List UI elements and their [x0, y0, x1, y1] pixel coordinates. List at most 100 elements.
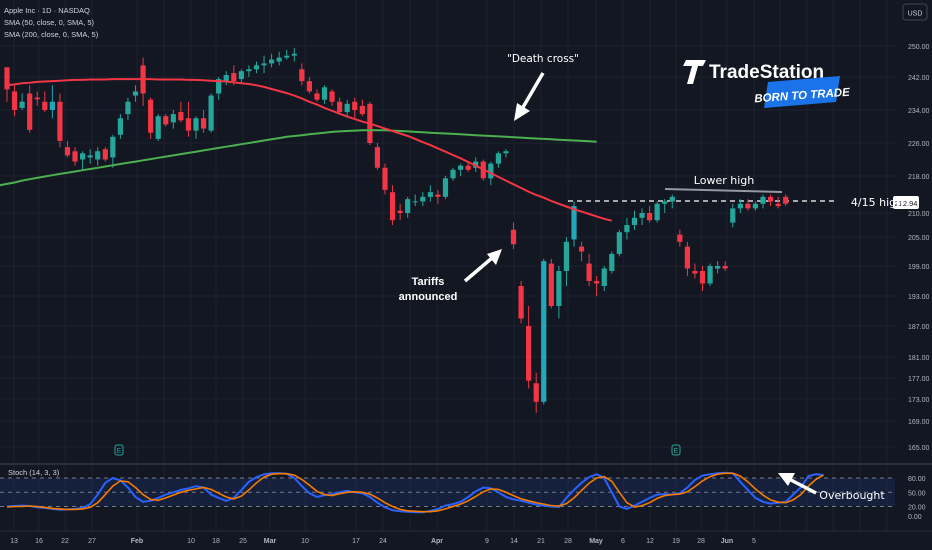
candle-body	[42, 101, 48, 110]
candle-body	[465, 165, 471, 170]
candle-body	[344, 103, 350, 113]
time-axis: 13 16 22 27 Feb 10 18 25 Mar 10 17 24 Apr 9 14 21 28 May 6…	[0, 530, 932, 545]
time-tick-label: 21	[537, 538, 545, 545]
overbought-arrow-icon	[778, 473, 817, 495]
candle	[435, 189, 441, 204]
price-tick-label: 165.00	[908, 445, 930, 452]
candle	[246, 65, 252, 77]
candle-body	[631, 217, 638, 225]
stoch-legend[interactable]: Stoch (14, 3, 3)	[8, 468, 60, 477]
candle-body	[200, 118, 207, 129]
price-tick-label: 226.00	[908, 141, 930, 148]
candle-body	[526, 326, 532, 381]
time-tick-label: 12	[646, 538, 654, 545]
candle-body	[87, 155, 93, 158]
candle-body	[11, 91, 18, 110]
candle-body	[170, 114, 176, 123]
candle-body	[359, 105, 365, 115]
candle	[34, 91, 40, 106]
candle-body	[276, 57, 282, 62]
candle-body	[291, 53, 297, 56]
candle	[601, 266, 607, 291]
candle-body	[19, 101, 25, 108]
candle	[117, 114, 123, 139]
candle	[578, 241, 585, 262]
candle-body	[269, 59, 275, 64]
candle	[722, 261, 728, 271]
earnings-marker[interactable]: E	[114, 444, 124, 456]
candle	[321, 85, 328, 104]
candle	[442, 176, 449, 200]
candle	[27, 85, 33, 133]
candle	[344, 99, 350, 117]
time-tick-label: 6	[621, 538, 625, 545]
candle-body	[337, 101, 343, 113]
sma50-legend[interactable]: SMA (50, close, 0, SMA, 5)	[4, 18, 95, 27]
candle	[624, 217, 630, 240]
candle	[238, 69, 244, 84]
candle-body	[442, 178, 449, 197]
candle	[276, 51, 282, 66]
candle	[745, 199, 751, 211]
candle	[299, 63, 305, 86]
candle-body	[662, 201, 668, 204]
candle	[692, 263, 698, 279]
candle-body	[684, 246, 690, 269]
currency-button[interactable]	[902, 3, 928, 21]
candle-body	[132, 91, 139, 96]
candle-body	[314, 93, 320, 100]
candlesticks	[4, 47, 789, 413]
candle-body	[397, 210, 403, 213]
sma200-legend[interactable]: SMA (200, close, 0, SMA, 5)	[4, 30, 99, 39]
candle	[518, 281, 524, 324]
price-axis: 250.00 242.00 234.00 226.00 218.00 210.00 205.…	[908, 44, 930, 452]
stoch-tick-label: 20.00	[908, 505, 926, 512]
candle	[616, 229, 622, 257]
candle-body	[223, 75, 229, 82]
candle-body	[321, 87, 328, 100]
candle	[140, 57, 146, 106]
time-tick-label: Mar	[264, 538, 277, 545]
earnings-marker[interactable]: E	[671, 444, 681, 456]
time-tick-label: 28	[564, 538, 572, 545]
candle	[185, 101, 192, 137]
candle	[155, 114, 161, 141]
candle	[163, 114, 169, 127]
tradestation-logo: TradeStation BORN TO TRADE	[683, 60, 851, 108]
time-tick-label: 27	[88, 538, 96, 545]
earnings-letter: E	[117, 448, 122, 455]
candle-body	[389, 192, 396, 221]
candle	[503, 149, 509, 158]
tariffs-label-line2: announced	[399, 291, 458, 303]
candle-body	[117, 118, 123, 135]
time-tick-label: 10	[301, 538, 309, 545]
time-tick-label: 16	[35, 538, 43, 545]
stochastic-pane	[0, 471, 895, 514]
candle-body	[193, 118, 199, 131]
candle	[465, 161, 471, 172]
candle-body	[571, 206, 577, 240]
price-tick-label: 205.00	[908, 235, 930, 242]
time-tick-label: 13	[10, 538, 18, 545]
time-tick-label: 28	[697, 538, 705, 545]
candle	[223, 71, 229, 86]
tariffs-label-line1: Tariffs	[412, 276, 445, 288]
chart-grid	[0, 0, 895, 531]
candle-body	[563, 241, 570, 271]
candle	[647, 206, 653, 223]
candle-body	[715, 266, 721, 269]
candle	[427, 185, 433, 202]
candle	[775, 196, 781, 209]
time-tick-label: 14	[510, 538, 518, 545]
candle	[730, 203, 736, 228]
candle	[420, 192, 426, 207]
candle	[783, 194, 789, 207]
candle-body	[427, 192, 433, 197]
candle-body	[767, 196, 774, 202]
candle	[64, 140, 71, 158]
candle-body	[548, 263, 554, 306]
candle	[374, 143, 381, 170]
time-tick-label: 18	[212, 538, 220, 545]
